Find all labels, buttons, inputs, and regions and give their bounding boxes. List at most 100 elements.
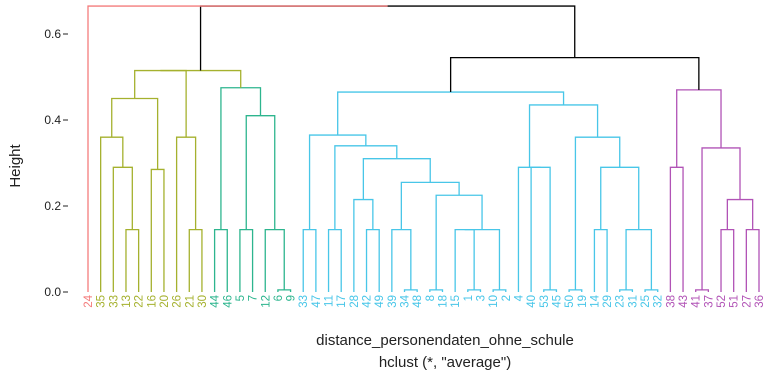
leaf-label: 11: [324, 295, 336, 307]
y-tick-label: 0.4: [44, 113, 61, 127]
leaf-label: 48: [412, 295, 424, 308]
merge-link: [528, 104, 599, 168]
leaf-label: 45: [551, 295, 563, 308]
leaf-label: 38: [665, 295, 677, 308]
y-tick-label: 0.2: [44, 199, 61, 213]
merge-link: [111, 97, 159, 170]
merge-link: [160, 69, 242, 88]
leaf-label: 39: [387, 295, 399, 308]
merge-link: [125, 229, 140, 292]
merge-link: [669, 166, 684, 292]
merge-link: [302, 229, 317, 292]
leaf-label: 12: [260, 295, 272, 308]
merge-link: [429, 289, 444, 292]
leaf-label: 10: [488, 295, 500, 308]
leaf-label: 16: [146, 295, 158, 308]
merge-link: [467, 289, 482, 292]
leaf-label: 43: [678, 295, 690, 308]
merge-link: [625, 229, 653, 290]
leaf-label: 35: [96, 295, 108, 308]
merge-link: [220, 87, 262, 230]
merge-link: [277, 289, 292, 292]
leaf-label: 37: [703, 295, 715, 308]
merge-link: [391, 229, 412, 292]
leaf-label: 33: [298, 295, 310, 308]
leaf-label: 7: [248, 295, 260, 301]
merge-link: [600, 166, 640, 230]
merge-link: [87, 5, 388, 292]
merge-link: [676, 89, 722, 168]
leaf-label: 23: [615, 295, 627, 308]
leaf-label: 5: [235, 295, 247, 301]
merge-link: [530, 166, 551, 292]
merge-link: [327, 229, 342, 292]
merge-link: [720, 229, 735, 292]
leaf-label: 20: [159, 295, 171, 308]
leaf-label: 49: [374, 295, 386, 308]
y-tick-label: 0.6: [44, 27, 61, 41]
merge-link: [188, 229, 203, 292]
leaf-label: 30: [197, 295, 209, 308]
dendrogram-links: [87, 5, 760, 292]
leaf-label: 25: [640, 295, 652, 308]
merge-link: [100, 136, 124, 292]
merge-link: [644, 289, 659, 292]
leaf-label: 42: [362, 295, 374, 308]
merge-link: [619, 289, 634, 292]
merge-link: [245, 115, 276, 230]
merge-link: [449, 57, 700, 93]
merge-link: [264, 229, 285, 292]
merge-link: [435, 194, 483, 290]
merge-link: [726, 198, 754, 230]
y-axis: 0.0 0.2 0.4 0.6: [44, 27, 68, 299]
leaf-label: 13: [121, 295, 133, 308]
x-axis-title: distance_personendaten_ohne_schule: [316, 332, 574, 349]
merge-link: [593, 229, 608, 292]
leaf-label: 17: [336, 295, 348, 308]
leaf-label: 29: [602, 295, 614, 308]
leaf-label: 3: [475, 295, 487, 301]
leaf-label: 44: [210, 294, 222, 307]
leaf-label: 2: [501, 295, 513, 301]
merge-link: [213, 229, 228, 292]
leaf-label: 8: [425, 295, 437, 301]
merge-link: [695, 289, 710, 292]
merge-link: [239, 229, 254, 292]
leaf-label: 46: [222, 295, 234, 308]
merge-link: [454, 229, 475, 292]
leaf-labels: 24 35 33 13 22 16 20 26 21 30 44 46 5 7 12 6 9 33 47 11 17 28…: [83, 294, 763, 307]
leaf-label: 15: [450, 295, 462, 308]
leaf-label: 19: [577, 295, 589, 308]
leaf-label: 32: [653, 295, 665, 308]
leaf-label: 28: [349, 295, 361, 308]
leaf-label: 26: [172, 295, 184, 308]
leaf-label: 41: [691, 295, 703, 308]
merge-link: [308, 134, 367, 230]
merge-link: [400, 181, 460, 230]
y-tick-label: 0.0: [44, 285, 61, 299]
leaf-label: 33: [108, 295, 120, 308]
leaf-label: 6: [273, 295, 285, 301]
merge-link: [492, 289, 507, 292]
leaf-label: 31: [627, 295, 639, 308]
leaf-label: 22: [134, 295, 146, 308]
leaf-label: 1: [463, 295, 475, 301]
method-subtitle: hclust (*, "average"): [379, 354, 511, 371]
merge-link: [365, 229, 380, 292]
merge-link: [353, 198, 374, 292]
merge-link: [517, 166, 541, 292]
leaf-label: 53: [539, 295, 551, 308]
merge-link: [464, 229, 501, 290]
leaf-label: 27: [741, 295, 753, 308]
leaf-label: 4: [513, 294, 525, 301]
y-axis-title: Height: [7, 143, 24, 187]
merge-link: [175, 136, 197, 292]
leaf-label: 51: [729, 295, 741, 308]
leaf-label: 36: [754, 295, 763, 308]
merge-link: [568, 289, 583, 292]
merge-link: [150, 168, 165, 292]
merge-link: [134, 69, 187, 138]
leaf-label: 9: [286, 295, 298, 301]
leaf-label: 14: [589, 294, 601, 307]
